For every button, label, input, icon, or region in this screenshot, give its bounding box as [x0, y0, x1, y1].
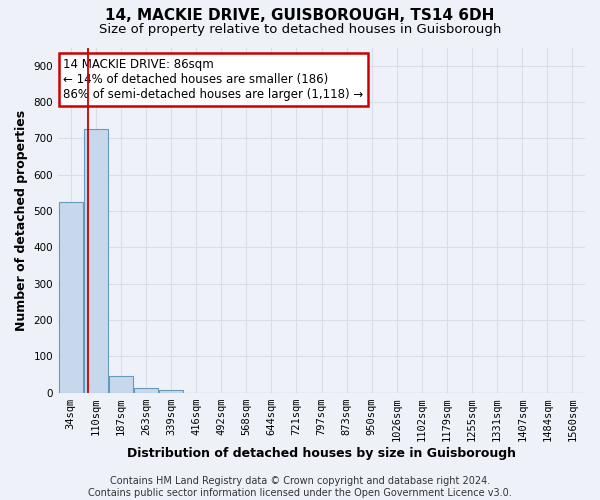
Text: 14, MACKIE DRIVE, GUISBOROUGH, TS14 6DH: 14, MACKIE DRIVE, GUISBOROUGH, TS14 6DH — [106, 8, 494, 22]
Text: Size of property relative to detached houses in Guisborough: Size of property relative to detached ho… — [99, 22, 501, 36]
Bar — [109, 376, 133, 393]
Text: Contains HM Land Registry data © Crown copyright and database right 2024.
Contai: Contains HM Land Registry data © Crown c… — [88, 476, 512, 498]
Bar — [159, 390, 183, 393]
X-axis label: Distribution of detached houses by size in Guisborough: Distribution of detached houses by size … — [127, 447, 516, 460]
Y-axis label: Number of detached properties: Number of detached properties — [15, 110, 28, 330]
Bar — [59, 202, 83, 393]
Text: 14 MACKIE DRIVE: 86sqm
← 14% of detached houses are smaller (186)
86% of semi-de: 14 MACKIE DRIVE: 86sqm ← 14% of detached… — [64, 58, 364, 101]
Bar — [134, 388, 158, 393]
Bar — [84, 130, 107, 393]
